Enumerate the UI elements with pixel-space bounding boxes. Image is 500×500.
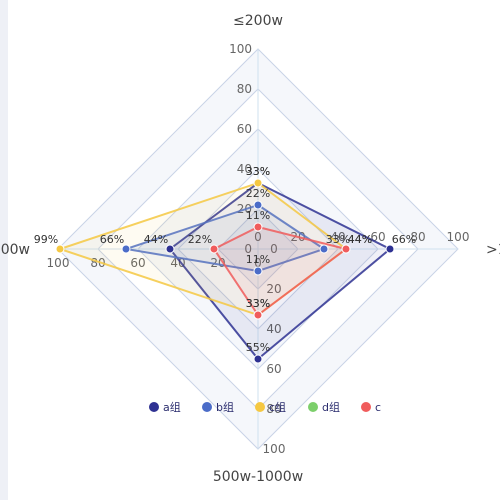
series-point[interactable]	[253, 222, 263, 232]
axis-tick-label: 0	[244, 242, 252, 256]
data-label: 33%	[246, 165, 270, 178]
series-point[interactable]	[253, 354, 263, 364]
data-label: 22%	[246, 187, 270, 200]
axis-tick-label: 60	[237, 122, 252, 136]
axis-tick-label: 40	[237, 162, 252, 176]
legend-label[interactable]: a组	[163, 400, 181, 414]
radar-category-label: 200w-500w	[0, 242, 30, 258]
series-point[interactable]	[341, 244, 351, 254]
legend-label[interactable]: c组	[269, 400, 286, 414]
legend-label[interactable]: b组	[216, 400, 234, 414]
data-label: 44%	[144, 233, 168, 246]
legend-marker[interactable]	[361, 402, 371, 412]
radar-category-label: ≤200w	[233, 13, 283, 29]
axis-tick-label: 100	[229, 42, 252, 56]
series-point[interactable]	[253, 200, 263, 210]
axis-tick-label: 80	[237, 82, 252, 96]
axis-tick-label: 80	[410, 230, 425, 244]
series-point[interactable]	[319, 244, 329, 254]
data-label: 11%	[246, 253, 270, 266]
data-label: 33%	[246, 165, 270, 178]
axis-tick-label: 0	[254, 230, 262, 244]
radar-category-label: 500w-1000w	[213, 469, 303, 485]
data-label: 33%	[246, 297, 270, 310]
axis-tick-label: 20	[266, 282, 281, 296]
series-point[interactable]	[253, 310, 263, 320]
axis-tick-label: 100	[263, 442, 286, 456]
data-label: 11%	[246, 209, 270, 222]
data-label: 66%	[392, 233, 416, 246]
left-edge-strip	[0, 0, 8, 500]
series-point[interactable]	[385, 244, 395, 254]
series-point[interactable]	[165, 244, 175, 254]
axis-tick-label: 100	[447, 230, 470, 244]
data-label: 44%	[348, 233, 372, 246]
axis-tick-label: 0	[270, 242, 278, 256]
data-label: 55%	[246, 341, 270, 354]
axis-tick-label: 60	[266, 362, 281, 376]
data-label: 99%	[34, 233, 58, 246]
axis-tick-label: 0	[254, 256, 262, 270]
data-label: 66%	[100, 233, 124, 246]
axis-tick-label: 100	[47, 256, 70, 270]
legend-marker[interactable]	[149, 402, 159, 412]
series-point[interactable]	[55, 244, 65, 254]
legend-marker[interactable]	[255, 402, 265, 412]
series-point[interactable]	[209, 244, 219, 254]
data-label: 33%	[246, 297, 270, 310]
data-label: 44%	[348, 233, 372, 246]
data-label: 22%	[188, 233, 212, 246]
axis-tick-label: 40	[266, 322, 281, 336]
axis-tick-label: 60	[130, 256, 145, 270]
legend-marker[interactable]	[308, 402, 318, 412]
legend-label[interactable]: d组	[322, 400, 340, 414]
legend-marker[interactable]	[202, 402, 212, 412]
legend-label[interactable]: c	[375, 401, 381, 414]
data-label: 33%	[326, 233, 350, 246]
radar-category-label: >1000w	[486, 242, 500, 258]
series-point[interactable]	[253, 178, 263, 188]
series-point[interactable]	[253, 266, 263, 276]
axis-tick-label: 80	[266, 402, 281, 416]
series-point[interactable]	[121, 244, 131, 254]
axis-tick-label: 40	[170, 256, 185, 270]
